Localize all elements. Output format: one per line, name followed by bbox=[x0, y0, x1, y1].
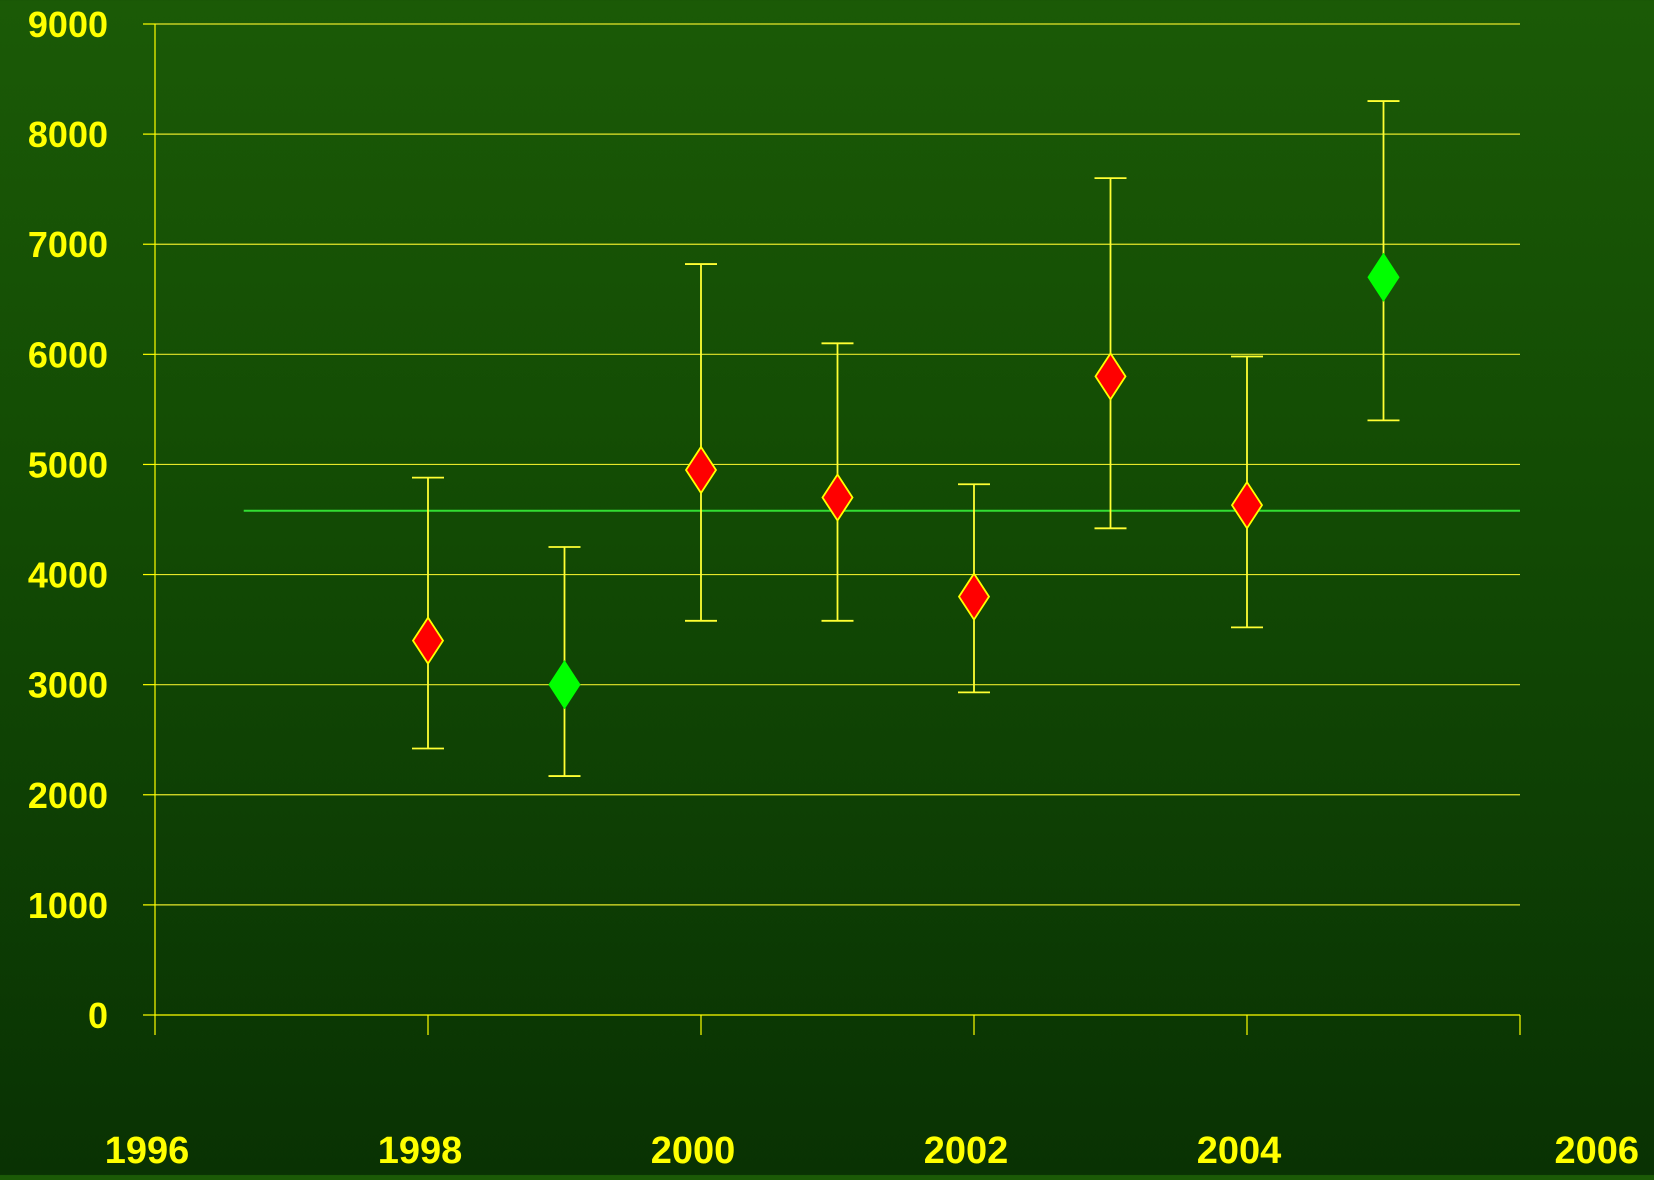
y-tick-label: 3000 bbox=[28, 665, 108, 706]
x-tick-label: 1996 bbox=[105, 1130, 190, 1172]
axes bbox=[143, 23, 1521, 1035]
data-markers bbox=[411, 252, 1400, 710]
data-point-marker bbox=[821, 472, 854, 523]
data-point-marker bbox=[411, 615, 445, 666]
data-point-marker bbox=[957, 571, 991, 622]
y-tick-label: 0 bbox=[88, 995, 108, 1036]
data-point-marker bbox=[1367, 252, 1400, 302]
x-tick-label: 1998 bbox=[378, 1130, 463, 1172]
y-tick-label: 2000 bbox=[28, 775, 108, 816]
x-tick-label: 2002 bbox=[924, 1130, 1009, 1172]
data-point-marker bbox=[1094, 351, 1127, 402]
y-tick-labels: 0 1000 2000 3000 4000 5000 6000 7000 8000 9000 bbox=[28, 4, 108, 1036]
x-tick-label: 2006 bbox=[1554, 1130, 1639, 1172]
y-tick-label: 8000 bbox=[28, 114, 108, 155]
x-tick-label: 2000 bbox=[651, 1130, 736, 1172]
y-tick-label: 6000 bbox=[28, 334, 108, 375]
x-tick-labels: 1996 1998 2000 2002 2004 2006 bbox=[105, 1130, 1639, 1172]
data-point-marker bbox=[684, 445, 718, 495]
y-tick-label: 1000 bbox=[28, 885, 108, 926]
y-tick-label: 5000 bbox=[28, 444, 108, 485]
x-tick-label: 2004 bbox=[1197, 1130, 1282, 1172]
y-tick-label: 4000 bbox=[28, 555, 108, 596]
y-tick-label: 9000 bbox=[28, 4, 108, 45]
data-point-marker bbox=[548, 660, 581, 710]
y-tick-label: 7000 bbox=[28, 224, 108, 265]
data-point-marker bbox=[1230, 480, 1264, 530]
